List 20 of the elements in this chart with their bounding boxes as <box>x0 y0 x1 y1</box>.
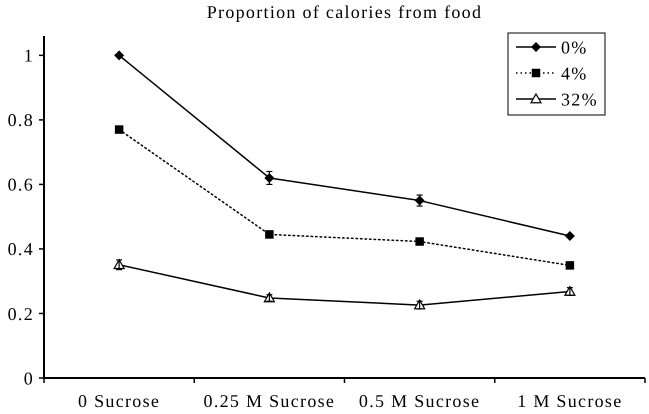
legend-label: 0% <box>561 37 588 58</box>
chart-title: Proportion of calories from food <box>206 2 482 22</box>
y-tick-label: 0.6 <box>8 174 34 195</box>
x-tick-label: 0 Sucrose <box>78 391 160 411</box>
point <box>265 230 274 239</box>
x-tick-label: 0.5 M Sucrose <box>358 391 480 411</box>
x-tick-label: 1 M Sucrose <box>517 391 623 411</box>
point <box>114 125 124 134</box>
point <box>564 231 575 242</box>
point <box>566 261 574 270</box>
y-tick-label: 0.4 <box>8 239 34 260</box>
y-tick-label: 0.2 <box>8 304 34 324</box>
legend-label: 32% <box>561 89 598 110</box>
point <box>415 237 424 246</box>
point <box>114 50 124 60</box>
y-tick-label: 1 <box>24 46 34 66</box>
y-tick-label: 0 <box>24 368 34 388</box>
y-tick-label: 0.8 <box>8 110 34 130</box>
legend-label: 4% <box>561 63 588 84</box>
x-tick-label: 0.25 M Sucrose <box>204 391 336 411</box>
